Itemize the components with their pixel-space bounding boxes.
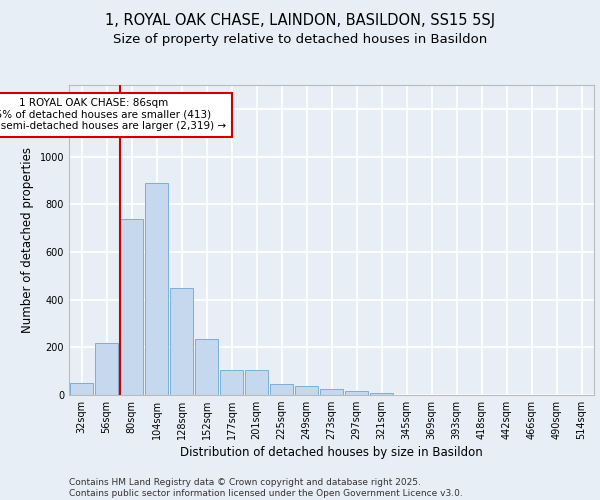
Bar [70,383,93,395]
X-axis label: Distribution of detached houses by size in Basildon: Distribution of detached houses by size … [180,446,483,460]
Bar [370,393,393,395]
Bar [270,384,293,395]
Bar [245,370,268,395]
Text: Contains HM Land Registry data © Crown copyright and database right 2025.
Contai: Contains HM Land Registry data © Crown c… [69,478,463,498]
Bar [195,339,218,395]
Y-axis label: Number of detached properties: Number of detached properties [21,147,34,333]
Bar [95,342,118,395]
Bar [320,389,343,395]
Text: 1 ROYAL OAK CHASE: 86sqm
← 15% of detached houses are smaller (413)
84% of semi-: 1 ROYAL OAK CHASE: 86sqm ← 15% of detach… [0,98,227,132]
Bar [220,370,243,395]
Bar [170,288,193,395]
Text: 1, ROYAL OAK CHASE, LAINDON, BASILDON, SS15 5SJ: 1, ROYAL OAK CHASE, LAINDON, BASILDON, S… [105,12,495,28]
Bar [145,183,168,395]
Text: Size of property relative to detached houses in Basildon: Size of property relative to detached ho… [113,32,487,46]
Bar [345,390,368,395]
Bar [295,386,318,395]
Bar [120,218,143,395]
